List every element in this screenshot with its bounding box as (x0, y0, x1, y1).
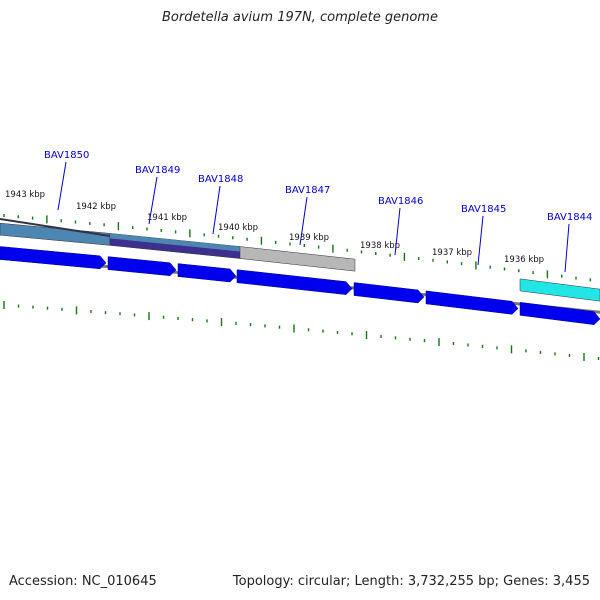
gene-label-group: BAV1850 BAV1849 BAV1848 BAV1847 BAV1846 BAV18… (44, 150, 592, 273)
genome-summary-label: Topology: circular; Length: 3,732,255 bp… (232, 574, 590, 589)
ruler-label: 1940 kbp (218, 223, 258, 233)
gene-label[interactable]: BAV1846 (378, 196, 423, 207)
accession-label: Accession: NC_010645 (9, 574, 157, 589)
feature-band (239, 246, 356, 272)
gene-leader-line (148, 176, 158, 225)
ruler-label: 1943 kbp (5, 190, 45, 200)
gene-leader-line (564, 223, 570, 273)
gene-leader-line (477, 215, 484, 266)
ruler-label: 1937 kbp (432, 248, 472, 258)
inner-tick-track (3, 300, 600, 361)
outer-tick-track (3, 214, 591, 282)
ruler-label: 1938 kbp (360, 241, 400, 251)
feature-band-edge (0, 218, 111, 237)
gene-arrow-track (0, 246, 600, 325)
feature-band (519, 278, 600, 302)
gene-label[interactable]: BAV1845 (461, 204, 506, 215)
gene-leader-line (394, 207, 401, 256)
feature-band-track (0, 218, 600, 302)
gene-label[interactable]: BAV1847 (285, 185, 330, 196)
gene-label[interactable]: BAV1850 (44, 150, 89, 161)
gene-leader-line (57, 161, 67, 211)
map-title: Bordetella avium 197N, complete genome (162, 10, 438, 25)
ruler-label: 1936 kbp (504, 255, 544, 265)
gene-arrow (519, 302, 600, 325)
gene-arrow (236, 269, 353, 295)
gene-leader-line (299, 196, 308, 246)
ruler-label: 1939 kbp (289, 233, 329, 243)
ruler-label: 1941 kbp (147, 213, 187, 223)
gene-arrow (177, 263, 237, 283)
feature-band-stripe (110, 233, 240, 252)
gene-label[interactable]: BAV1848 (198, 174, 243, 185)
kbp-ruler-labels: 1943 kbp 1942 kbp 1941 kbp 1940 kbp 1939 kbp… (5, 190, 544, 265)
ruler-label: 1942 kbp (76, 202, 116, 212)
gene-arrow (0, 246, 107, 270)
gene-arrow (107, 256, 177, 277)
gene-arrow (425, 290, 519, 315)
gene-arrow (353, 282, 425, 304)
gene-label[interactable]: BAV1849 (135, 165, 180, 176)
gene-leader-line (212, 185, 221, 235)
gene-label[interactable]: BAV1844 (547, 212, 592, 223)
